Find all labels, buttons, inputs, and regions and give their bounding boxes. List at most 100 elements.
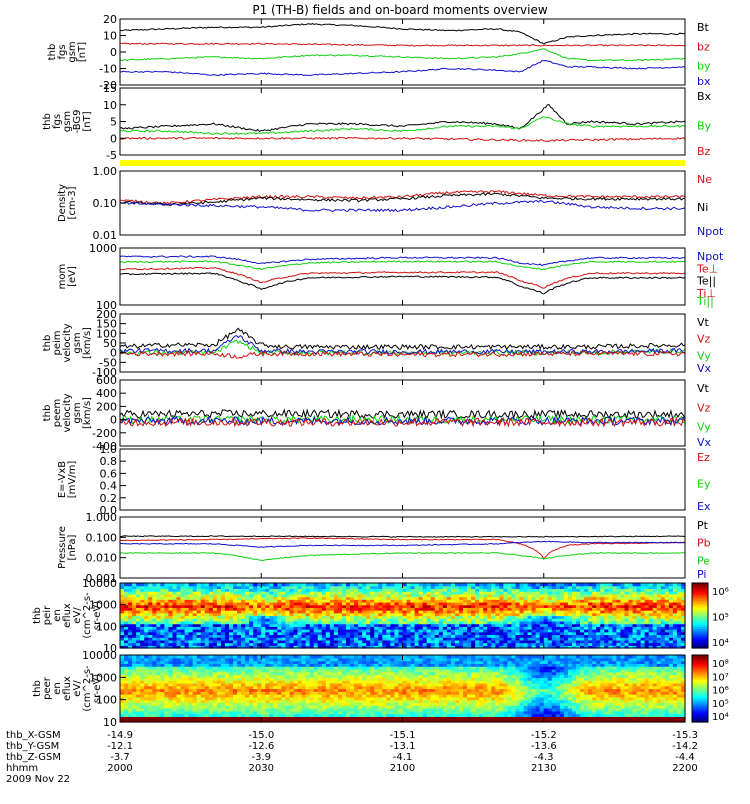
spectrogram-cell	[322, 655, 327, 658]
legend-entry: by	[697, 60, 711, 73]
spectrogram-cell	[233, 655, 238, 658]
series-line	[120, 137, 685, 141]
y-tick-label: 0.6	[100, 467, 118, 480]
series-line	[120, 267, 685, 288]
legend-entry: Ni	[697, 201, 708, 214]
legend-entry: Npot	[697, 250, 724, 263]
y-tick-label: 0.010	[86, 552, 118, 565]
spectrogram-cells	[120, 655, 686, 723]
legend-entry: Bx	[697, 90, 712, 103]
series-line	[120, 193, 685, 205]
legend-entry: Pe	[697, 554, 710, 567]
panel-frame	[120, 449, 685, 510]
legend-entry: Vt	[697, 316, 710, 329]
spectrogram-cell	[265, 655, 270, 658]
y-tick-label: 200	[96, 400, 117, 413]
spectrogram-cell	[201, 655, 206, 658]
legend-entry: Vt	[697, 382, 710, 395]
y-axis-label: [nPa]	[67, 534, 78, 560]
colorbar-tick-label: 10⁶	[712, 587, 729, 598]
legend-entry: Ti||	[696, 295, 714, 308]
legend-entry: Te⊥	[696, 262, 718, 275]
spectrogram-cells	[120, 583, 686, 649]
y-axis-label: [mV/m]	[67, 461, 78, 499]
y-tick-label: 0	[110, 46, 117, 59]
legend-entry: Vx	[697, 436, 712, 449]
spectrogram-cell	[156, 655, 161, 658]
y-tick-label: -5	[106, 149, 117, 162]
spectrogram-cell	[172, 655, 177, 658]
plot-title: P1 (TH-B) fields and on-board moments ov…	[252, 3, 548, 17]
spectrogram-cell	[193, 655, 198, 658]
series-group	[120, 105, 685, 142]
y-tick-label: 15	[103, 82, 117, 95]
y-tick-label: 1.00	[93, 165, 118, 178]
spectrogram-cell	[261, 655, 266, 658]
y-tick-label: 10000	[82, 577, 117, 590]
series-line	[120, 538, 685, 559]
panel-frame	[120, 171, 685, 235]
series-line	[120, 24, 685, 44]
spectrogram-cell	[290, 655, 295, 658]
legend-entry: By	[697, 120, 712, 133]
series-line	[120, 328, 685, 349]
spectrogram-cell	[152, 655, 157, 658]
spectrogram-cell	[168, 655, 173, 658]
y-tick-label: 10	[103, 30, 117, 43]
spectrogram-cell	[281, 655, 286, 658]
panel-frame	[120, 517, 685, 578]
spectrogram-cell	[209, 655, 214, 658]
y-tick-label: 0.100	[86, 531, 118, 544]
y-axis-label: [cm-3]	[67, 186, 78, 219]
panel-8: 1.0000.1000.0100.001Pressure[nPa]PtPbPeP…	[57, 511, 711, 585]
spectrogram-cell	[249, 655, 254, 658]
spectrogram-cell	[314, 655, 319, 658]
legend-entry: Vz	[697, 401, 711, 414]
spectrogram-cell	[189, 655, 194, 658]
legend-entry: Te||	[696, 275, 716, 288]
y-tick-label: 1.0	[100, 443, 118, 456]
spectrogram-cell	[310, 655, 315, 658]
y-tick-label: 0.4	[100, 480, 118, 493]
spectrogram-cell	[140, 655, 145, 658]
spectrogram-cell	[197, 655, 202, 658]
y-tick-label: 0.01	[93, 229, 118, 242]
spectrogram-cell	[148, 655, 153, 658]
series-line	[120, 536, 685, 537]
series-line	[120, 553, 685, 561]
spectrogram-cell	[177, 655, 182, 658]
y-axis-label: [nT]	[77, 42, 88, 62]
spectrogram-cell	[318, 655, 323, 658]
spectrogram-cell	[285, 655, 290, 658]
y-tick-label: 10	[103, 99, 117, 112]
legend-entry: Ne	[697, 173, 712, 186]
y-tick-label: 600	[96, 374, 117, 387]
spectrogram-cell	[334, 655, 339, 658]
legend-entry: Pt	[697, 519, 709, 532]
spectrogram-cell	[306, 655, 311, 658]
legend-entry: Vy	[697, 421, 711, 434]
series-line	[120, 261, 685, 270]
spectrogram-cell	[229, 655, 234, 658]
spectrogram-cell	[277, 655, 282, 658]
spectrogram-cell	[120, 655, 125, 658]
legend-entry: Vx	[697, 362, 712, 375]
y-axis-label: sr-eV)	[92, 601, 103, 630]
legend-entry: bz	[697, 40, 710, 53]
spectrogram-cell	[205, 655, 210, 658]
spectrogram-cell	[298, 655, 303, 658]
spectrogram-cell	[245, 655, 250, 658]
series-line	[120, 117, 685, 135]
spectrogram-cell	[213, 655, 218, 658]
y-tick-label: 5	[110, 116, 117, 129]
spectrogram-cell	[241, 655, 246, 658]
y-tick-label: -10	[99, 63, 117, 76]
legend-entry: Pb	[697, 537, 711, 550]
